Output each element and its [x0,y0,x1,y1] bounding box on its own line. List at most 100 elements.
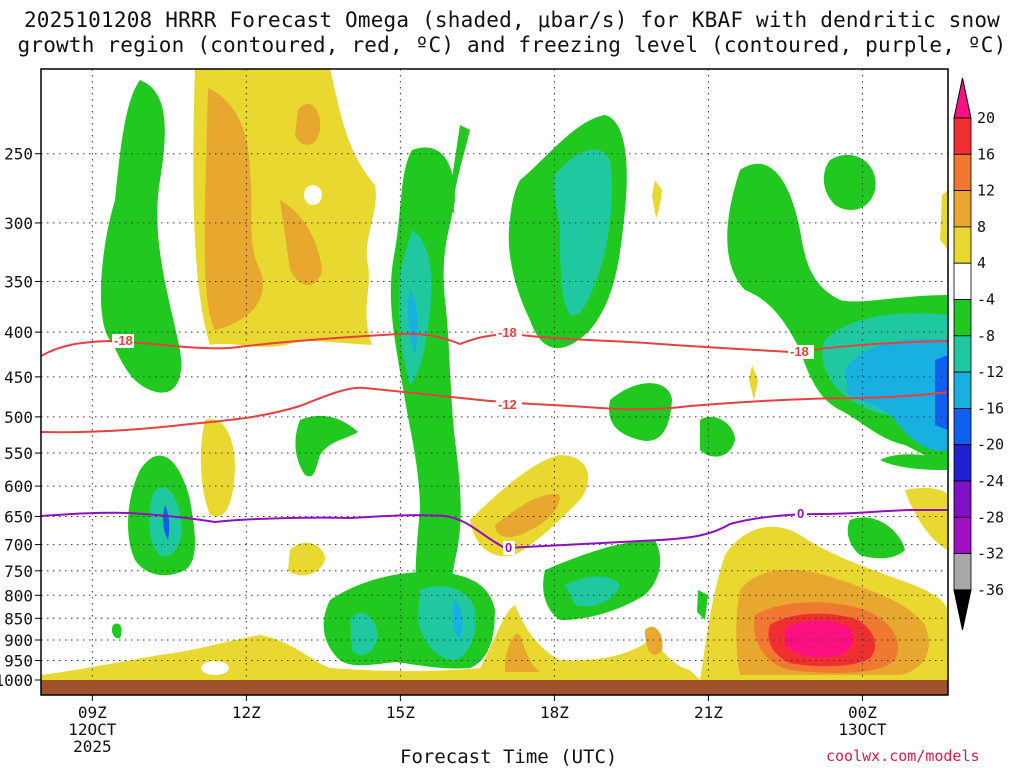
colorbar-label--28: -28 [977,508,1004,526]
freezing-label-1: 0 [505,540,512,555]
colorbar-band-9 [953,407,972,446]
colorbar: 20 16 12 8 4 -4 -8 -12 -16 -20 -24 -28 -32 -36 [953,77,1004,631]
y-tick-label-350: 350 [4,272,33,291]
colorbar-label-12: 12 [977,182,995,200]
omega-region-yellow-small-4 [940,190,948,250]
omega-region-white-surface [201,661,229,675]
colorbar-band-5 [953,262,972,300]
omega-region-yellow-left-mid [200,419,235,517]
y-tick-label-850: 850 [4,609,33,628]
colorbar-band-6 [953,299,972,337]
colorbar-band-13 [953,553,972,591]
colorbar-band-1 [953,117,972,155]
omega-region-green-right-low [847,517,905,559]
y-tick-label-250: 250 [4,145,33,164]
terrain-band [41,680,948,695]
colorbar-band-2 [953,153,972,192]
omega-region-yellow-surface [41,605,700,680]
y-tick-label-450: 450 [4,368,33,387]
plot-frame [40,68,949,696]
y-tick-label-700: 700 [4,536,33,555]
omega-region-green-tiny-2 [111,623,122,639]
colorbar-band-10 [953,444,972,482]
omega-region-green-right-3 [880,454,948,470]
omega-region-green-small [700,416,735,457]
omega-region-yellow-small-1 [288,542,325,576]
x-tick-label-18Z: 18Z [540,703,569,722]
x-tick-label-21Z: 21Z [694,703,723,722]
omega-region-yellow-small-3 [749,365,758,400]
colorbar-band-7 [953,335,972,373]
omega-region-teal-low-band [418,586,476,660]
dgz-label-minus18-2: -18 [498,325,517,340]
omega-region-teal-mid2 [554,149,612,316]
dgz-contour-minus12 [41,386,948,434]
omega-region-blue-low-left [163,505,170,540]
omega-region-green-left [100,80,182,393]
omega-region-green-tiny [697,590,708,620]
y-tick-label-300: 300 [4,214,33,233]
colorbar-label-8: 8 [977,218,986,236]
dgz-label-minus18-1: -18 [114,333,133,348]
omega-region-orange-mid-low [495,494,560,537]
colorbar-label--16: -16 [977,399,1004,417]
x-tick-label-15Z: 15Z [386,703,415,722]
y-axis-ticks: 250 300 350 400 450 500 550 600 650 700 750 800 850 9… [0,145,41,690]
colorbar-bottom-arrow [953,589,972,631]
y-tick-label-650: 650 [4,507,33,526]
omega-region-white-hole [304,185,322,205]
omega-region-yellow-right-mid [905,487,948,550]
omega-shading [41,69,948,680]
colorbar-label--4: -4 [977,291,995,309]
omega-region-cyan-low-band [452,600,463,640]
omega-region-orange-surface [505,633,540,672]
omega-region-orange-upper-2 [295,103,321,145]
colorbar-label--24: -24 [977,472,1004,490]
y-tick-label-500: 500 [4,408,33,427]
chart-title-line-2: growth region (contoured, red, ºC) and f… [17,33,1007,57]
omega-region-green-strip [609,383,672,441]
omega-region-orange-upper [204,88,263,330]
y-tick-label-900: 900 [4,631,33,650]
omega-region-cyan-mid1 [407,290,418,355]
colorbar-band-8 [953,371,972,409]
colorbar-label-4: 4 [977,254,986,272]
omega-region-orange-mid [280,200,322,285]
colorbar-label--32: -32 [977,545,1004,563]
colorbar-top-arrow [953,77,972,119]
omega-region-orange-surface-2 [645,626,663,655]
colorbar-label--8: -8 [977,327,995,345]
y-tick-label-400: 400 [4,323,33,342]
colorbar-band-4 [953,226,972,264]
y-tick-label-600: 600 [4,477,33,496]
x-tick-label-09Z: 09Z [78,703,107,722]
freezing-label-2: 0 [797,506,804,521]
y-tick-label-550: 550 [4,444,33,463]
omega-region-teal-low-band-2 [350,612,378,655]
x-tick-label-00Z-sub1: 13OCT [838,720,887,739]
x-tick-label-00Z: 00Z [848,703,877,722]
omega-region-magenta-low-right [785,620,854,658]
omega-region-green-right-2 [823,154,876,210]
x-axis-title: Forecast Time (UTC) [400,746,618,768]
colorbar-band-11 [953,480,972,518]
x-tick-label-12Z: 12Z [232,703,261,722]
colorbar-label-16: 16 [977,145,995,163]
omega-region-green-mid1-b [448,125,470,215]
y-tick-label-1000: 1000 [0,671,33,690]
x-tick-label-09Z-sub1: 12OCT [68,720,117,739]
chart-title-line-1: 2025101208 HRRR Forecast Omega (shaded, … [23,8,1001,32]
dgz-label-minus12: -12 [498,397,517,412]
credit-link[interactable]: coolwx.com/models [826,747,980,765]
y-tick-label-950: 950 [4,652,33,671]
dgz-contour-minus18 [41,332,948,357]
colorbar-label--12: -12 [977,363,1004,381]
y-tick-label-750: 750 [4,562,33,581]
omega-region-teal-low-band-3 [565,576,620,607]
dgz-label-minus18-3: -18 [790,344,809,359]
colorbar-label--36: -36 [977,581,1004,599]
colorbar-band-12 [953,516,972,554]
colorbar-label--20: -20 [977,436,1004,454]
